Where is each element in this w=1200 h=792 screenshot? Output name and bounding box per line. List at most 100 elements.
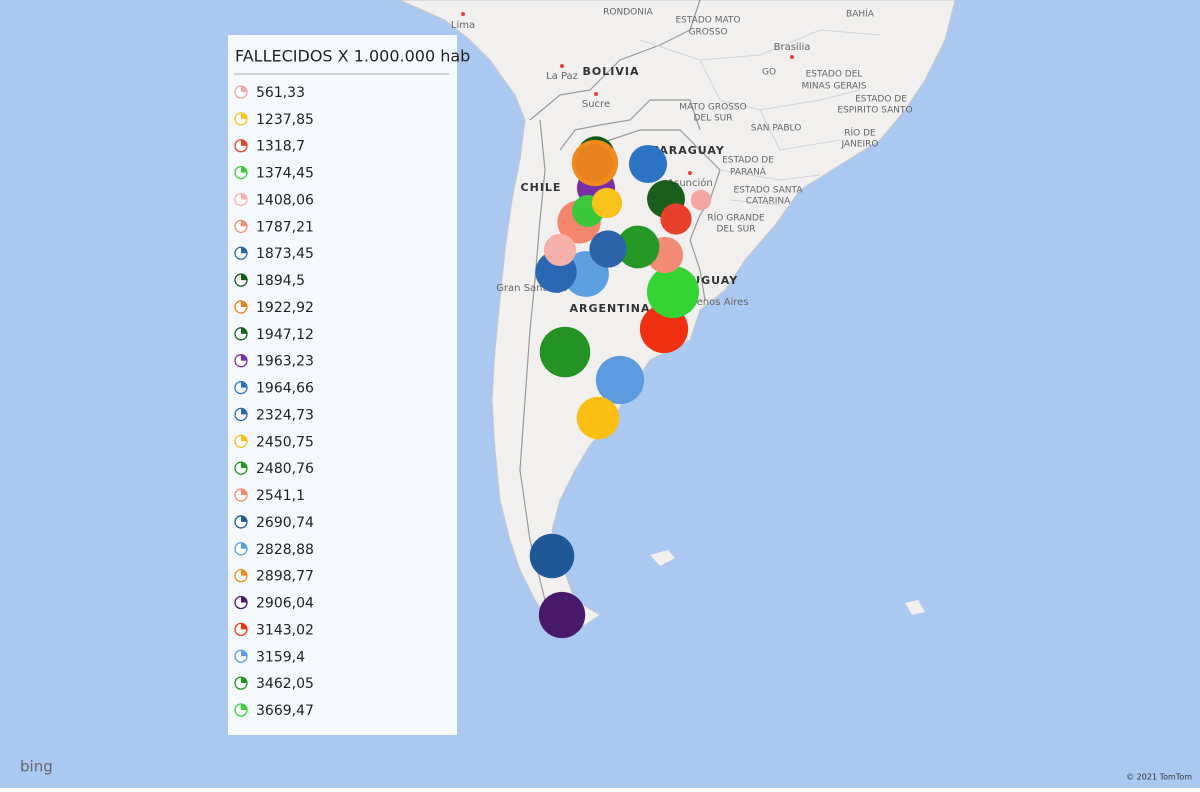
- legend-label: 2828,88: [256, 542, 314, 558]
- legend-icon-wedge: [241, 300, 247, 307]
- legend-icon-wedge: [241, 408, 247, 415]
- legend-icon-wedge: [241, 327, 247, 334]
- legend-icon-wedge: [241, 462, 247, 469]
- country-label: CHILE: [521, 181, 562, 194]
- copyright: © 2021 TomTom: [1126, 773, 1192, 782]
- legend-icon-wedge: [241, 435, 247, 442]
- legend-icon-wedge: [241, 220, 247, 227]
- state-label: ESTADO DE: [722, 156, 774, 166]
- bubble: [628, 144, 668, 184]
- legend-icon-wedge: [241, 515, 247, 522]
- country-label: BOLIVIA: [583, 65, 640, 78]
- state-label: CATARINA: [746, 197, 791, 207]
- city-dot: [790, 55, 794, 59]
- state-label: PARANÁ: [730, 166, 767, 178]
- legend-icon-wedge: [241, 489, 247, 496]
- legend-label: 1408,06: [256, 192, 314, 208]
- state-label: MATO GROSSO: [679, 103, 747, 113]
- bubble: [539, 326, 591, 378]
- legend-label: 1922,92: [256, 300, 314, 316]
- legend-icon-wedge: [241, 166, 247, 173]
- state-label: RÍO DE: [844, 127, 876, 139]
- bubble: [538, 591, 586, 639]
- state-label: JANEIRO: [840, 140, 878, 150]
- legend-icon-wedge: [241, 381, 247, 388]
- city-label: Lima: [451, 20, 475, 31]
- legend-icon-wedge: [241, 112, 247, 119]
- city-label: Brasilia: [774, 42, 811, 53]
- legend-label: 2324,73: [256, 407, 314, 423]
- legend-label: 3143,02: [256, 622, 314, 638]
- legend-label: 561,33: [256, 85, 305, 101]
- legend-label: 3669,47: [256, 703, 314, 719]
- legend-icon-wedge: [241, 274, 247, 281]
- country-label: ARGENTINA: [569, 302, 650, 315]
- bubble: [660, 203, 692, 235]
- bubble: [575, 144, 613, 182]
- legend-icon-wedge: [241, 704, 247, 710]
- legend-icon-wedge: [241, 193, 247, 200]
- legend-label: 1318,7: [256, 139, 305, 155]
- state-label: GO: [762, 68, 776, 78]
- country-label: PARAGUAY: [651, 144, 725, 157]
- legend-label: 1964,66: [256, 381, 314, 397]
- bubble: [543, 233, 577, 267]
- city-label: Sucre: [582, 99, 610, 110]
- legend-icon-wedge: [241, 542, 247, 549]
- state-borders: [639, 29, 881, 206]
- legend-icon-wedge: [241, 247, 247, 254]
- legend-title: FALLECIDOS X 1.000.000 hab: [235, 47, 470, 66]
- legend-panel: [228, 35, 457, 735]
- state-label: ESTADO DE: [855, 95, 907, 105]
- bubbles: [529, 136, 712, 639]
- state-label: RONDONIA: [603, 8, 653, 18]
- bubble: [646, 265, 700, 319]
- city-label: Gran Santiago: [496, 283, 568, 294]
- state-label: SAN PABLO: [751, 124, 802, 134]
- bubble: [591, 187, 623, 219]
- legend-label: 2450,75: [256, 434, 314, 450]
- legend-icon-wedge: [241, 623, 247, 630]
- legend-label: 2690,74: [256, 515, 314, 531]
- legend-label: 2906,04: [256, 596, 314, 612]
- city-dot: [461, 12, 465, 16]
- legend-label: 1374,45: [256, 166, 314, 182]
- city-dot: [688, 171, 692, 175]
- bubble: [576, 396, 620, 440]
- state-label: DEL SUR: [716, 225, 755, 235]
- legend-icon-wedge: [241, 139, 247, 146]
- state-label: ESPIRITO SANTO: [837, 106, 912, 116]
- legend-icon-wedge: [241, 650, 247, 657]
- state-label: ESTADO MATO: [675, 16, 740, 26]
- city-label: La Paz: [546, 71, 578, 82]
- legend-label: 1963,23: [256, 354, 314, 370]
- legend-label: 1873,45: [256, 246, 314, 262]
- legend-label: 1237,85: [256, 112, 314, 128]
- state-label: RÍO GRANDE: [707, 212, 765, 224]
- state-label: MINAS GERAIS: [802, 82, 867, 92]
- legend-icon-wedge: [241, 596, 247, 603]
- state-label: GROSSO: [689, 28, 728, 38]
- legend-label: 1947,12: [256, 327, 314, 343]
- state-label: ESTADO SANTA: [734, 186, 804, 196]
- state-label: DEL SUR: [693, 114, 732, 124]
- bing-logo: bing: [20, 758, 53, 776]
- bubble: [589, 230, 627, 268]
- city-label: Buenos Aires: [683, 297, 748, 308]
- legend-label: 3159,4: [256, 649, 305, 665]
- legend-label: 2480,76: [256, 461, 314, 477]
- legend-icon-wedge: [241, 569, 247, 576]
- bubble: [529, 533, 575, 579]
- state-label: ESTADO DEL: [806, 70, 863, 80]
- city-dot: [560, 64, 564, 68]
- legend-label: 3462,05: [256, 676, 314, 692]
- legend-icon-wedge: [241, 677, 247, 684]
- legend-icon-wedge: [241, 86, 247, 92]
- legend-icon-wedge: [241, 354, 247, 361]
- legend-label: 2541,1: [256, 488, 305, 504]
- legend-label: 2898,77: [256, 569, 314, 585]
- legend-label: 1787,21: [256, 219, 314, 235]
- city-dot: [594, 92, 598, 96]
